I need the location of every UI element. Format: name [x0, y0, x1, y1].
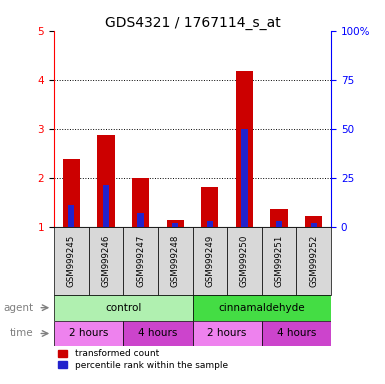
Bar — [271, 209, 288, 227]
Bar — [236, 71, 253, 227]
Text: GSM999245: GSM999245 — [67, 235, 76, 287]
Bar — [241, 129, 248, 227]
Bar — [192, 295, 331, 321]
Bar — [54, 295, 192, 321]
Bar — [54, 321, 123, 346]
Text: GSM999250: GSM999250 — [240, 235, 249, 287]
Text: agent: agent — [3, 303, 33, 313]
Text: GSM999248: GSM999248 — [171, 235, 180, 287]
Bar — [167, 220, 184, 227]
Bar — [172, 223, 178, 227]
Bar — [201, 187, 219, 227]
Text: time: time — [10, 328, 33, 338]
Text: cinnamaldehyde: cinnamaldehyde — [219, 303, 305, 313]
Bar — [262, 321, 331, 346]
Text: GSM999246: GSM999246 — [101, 235, 110, 287]
Bar — [89, 227, 123, 295]
Text: GSM999249: GSM999249 — [205, 235, 214, 287]
Text: control: control — [105, 303, 141, 313]
Title: GDS4321 / 1767114_s_at: GDS4321 / 1767114_s_at — [105, 16, 280, 30]
Text: GSM999251: GSM999251 — [275, 235, 284, 287]
Bar — [227, 227, 262, 295]
Bar — [192, 227, 227, 295]
Text: 4 hours: 4 hours — [277, 328, 316, 338]
Bar — [158, 227, 192, 295]
Bar — [192, 321, 262, 346]
Bar — [62, 159, 80, 227]
Bar — [262, 227, 296, 295]
Bar — [305, 217, 323, 227]
Bar — [123, 227, 158, 295]
Bar — [68, 205, 74, 227]
Bar — [132, 178, 149, 227]
Text: 2 hours: 2 hours — [69, 328, 108, 338]
Bar — [276, 221, 282, 227]
Bar — [311, 223, 317, 227]
Bar — [103, 185, 109, 227]
Text: 2 hours: 2 hours — [208, 328, 247, 338]
Text: GSM999252: GSM999252 — [309, 235, 318, 287]
Bar — [296, 227, 331, 295]
Text: GSM999247: GSM999247 — [136, 235, 145, 287]
Bar — [137, 212, 144, 227]
Text: 4 hours: 4 hours — [138, 328, 177, 338]
Bar — [207, 221, 213, 227]
Legend: transformed count, percentile rank within the sample: transformed count, percentile rank withi… — [59, 349, 228, 370]
Bar — [123, 321, 192, 346]
Bar — [54, 227, 89, 295]
Bar — [97, 136, 115, 227]
